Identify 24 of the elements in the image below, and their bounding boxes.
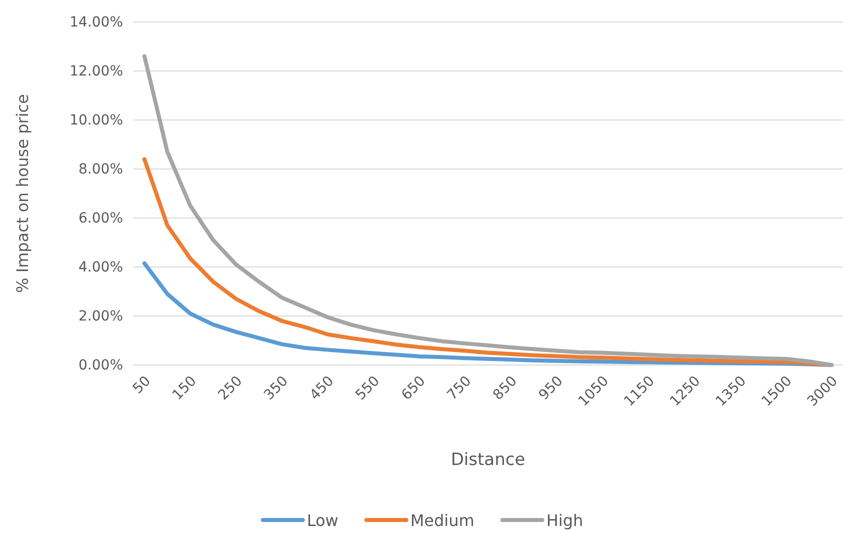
x-axis-title: Distance [450, 450, 526, 470]
legend-label: High [546, 511, 584, 530]
x-tick-label: 350 [261, 373, 292, 404]
y-tick-label: 10.00% [70, 112, 123, 128]
x-tick-label: 50 [130, 373, 154, 398]
x-tick-label: 150 [170, 373, 200, 404]
x-tick-label: 550 [352, 373, 383, 404]
legend-label: Low [306, 511, 338, 530]
legend-label: Medium [410, 511, 474, 530]
y-tick-label: 4.00% [78, 259, 123, 276]
x-tick-label: 650 [398, 373, 429, 404]
y-tick-label: 8.00% [78, 161, 123, 178]
x-tick-label: 250 [215, 373, 246, 404]
y-tick-label: 12.00% [70, 63, 123, 80]
x-tick-label: 850 [490, 373, 520, 404]
y-tick-label: 14.00% [70, 14, 123, 30]
x-tick-label: 450 [306, 373, 338, 404]
x-tick-label: 750 [444, 373, 475, 404]
x-tick-label: 950 [536, 373, 566, 404]
y-tick-label: 0.00% [78, 357, 123, 374]
y-tick-label: 6.00% [78, 210, 123, 226]
line-series [142, 54, 834, 367]
y-tick-label: 2.00% [78, 308, 123, 324]
y-axis-title: % Impact on house price [13, 94, 32, 293]
